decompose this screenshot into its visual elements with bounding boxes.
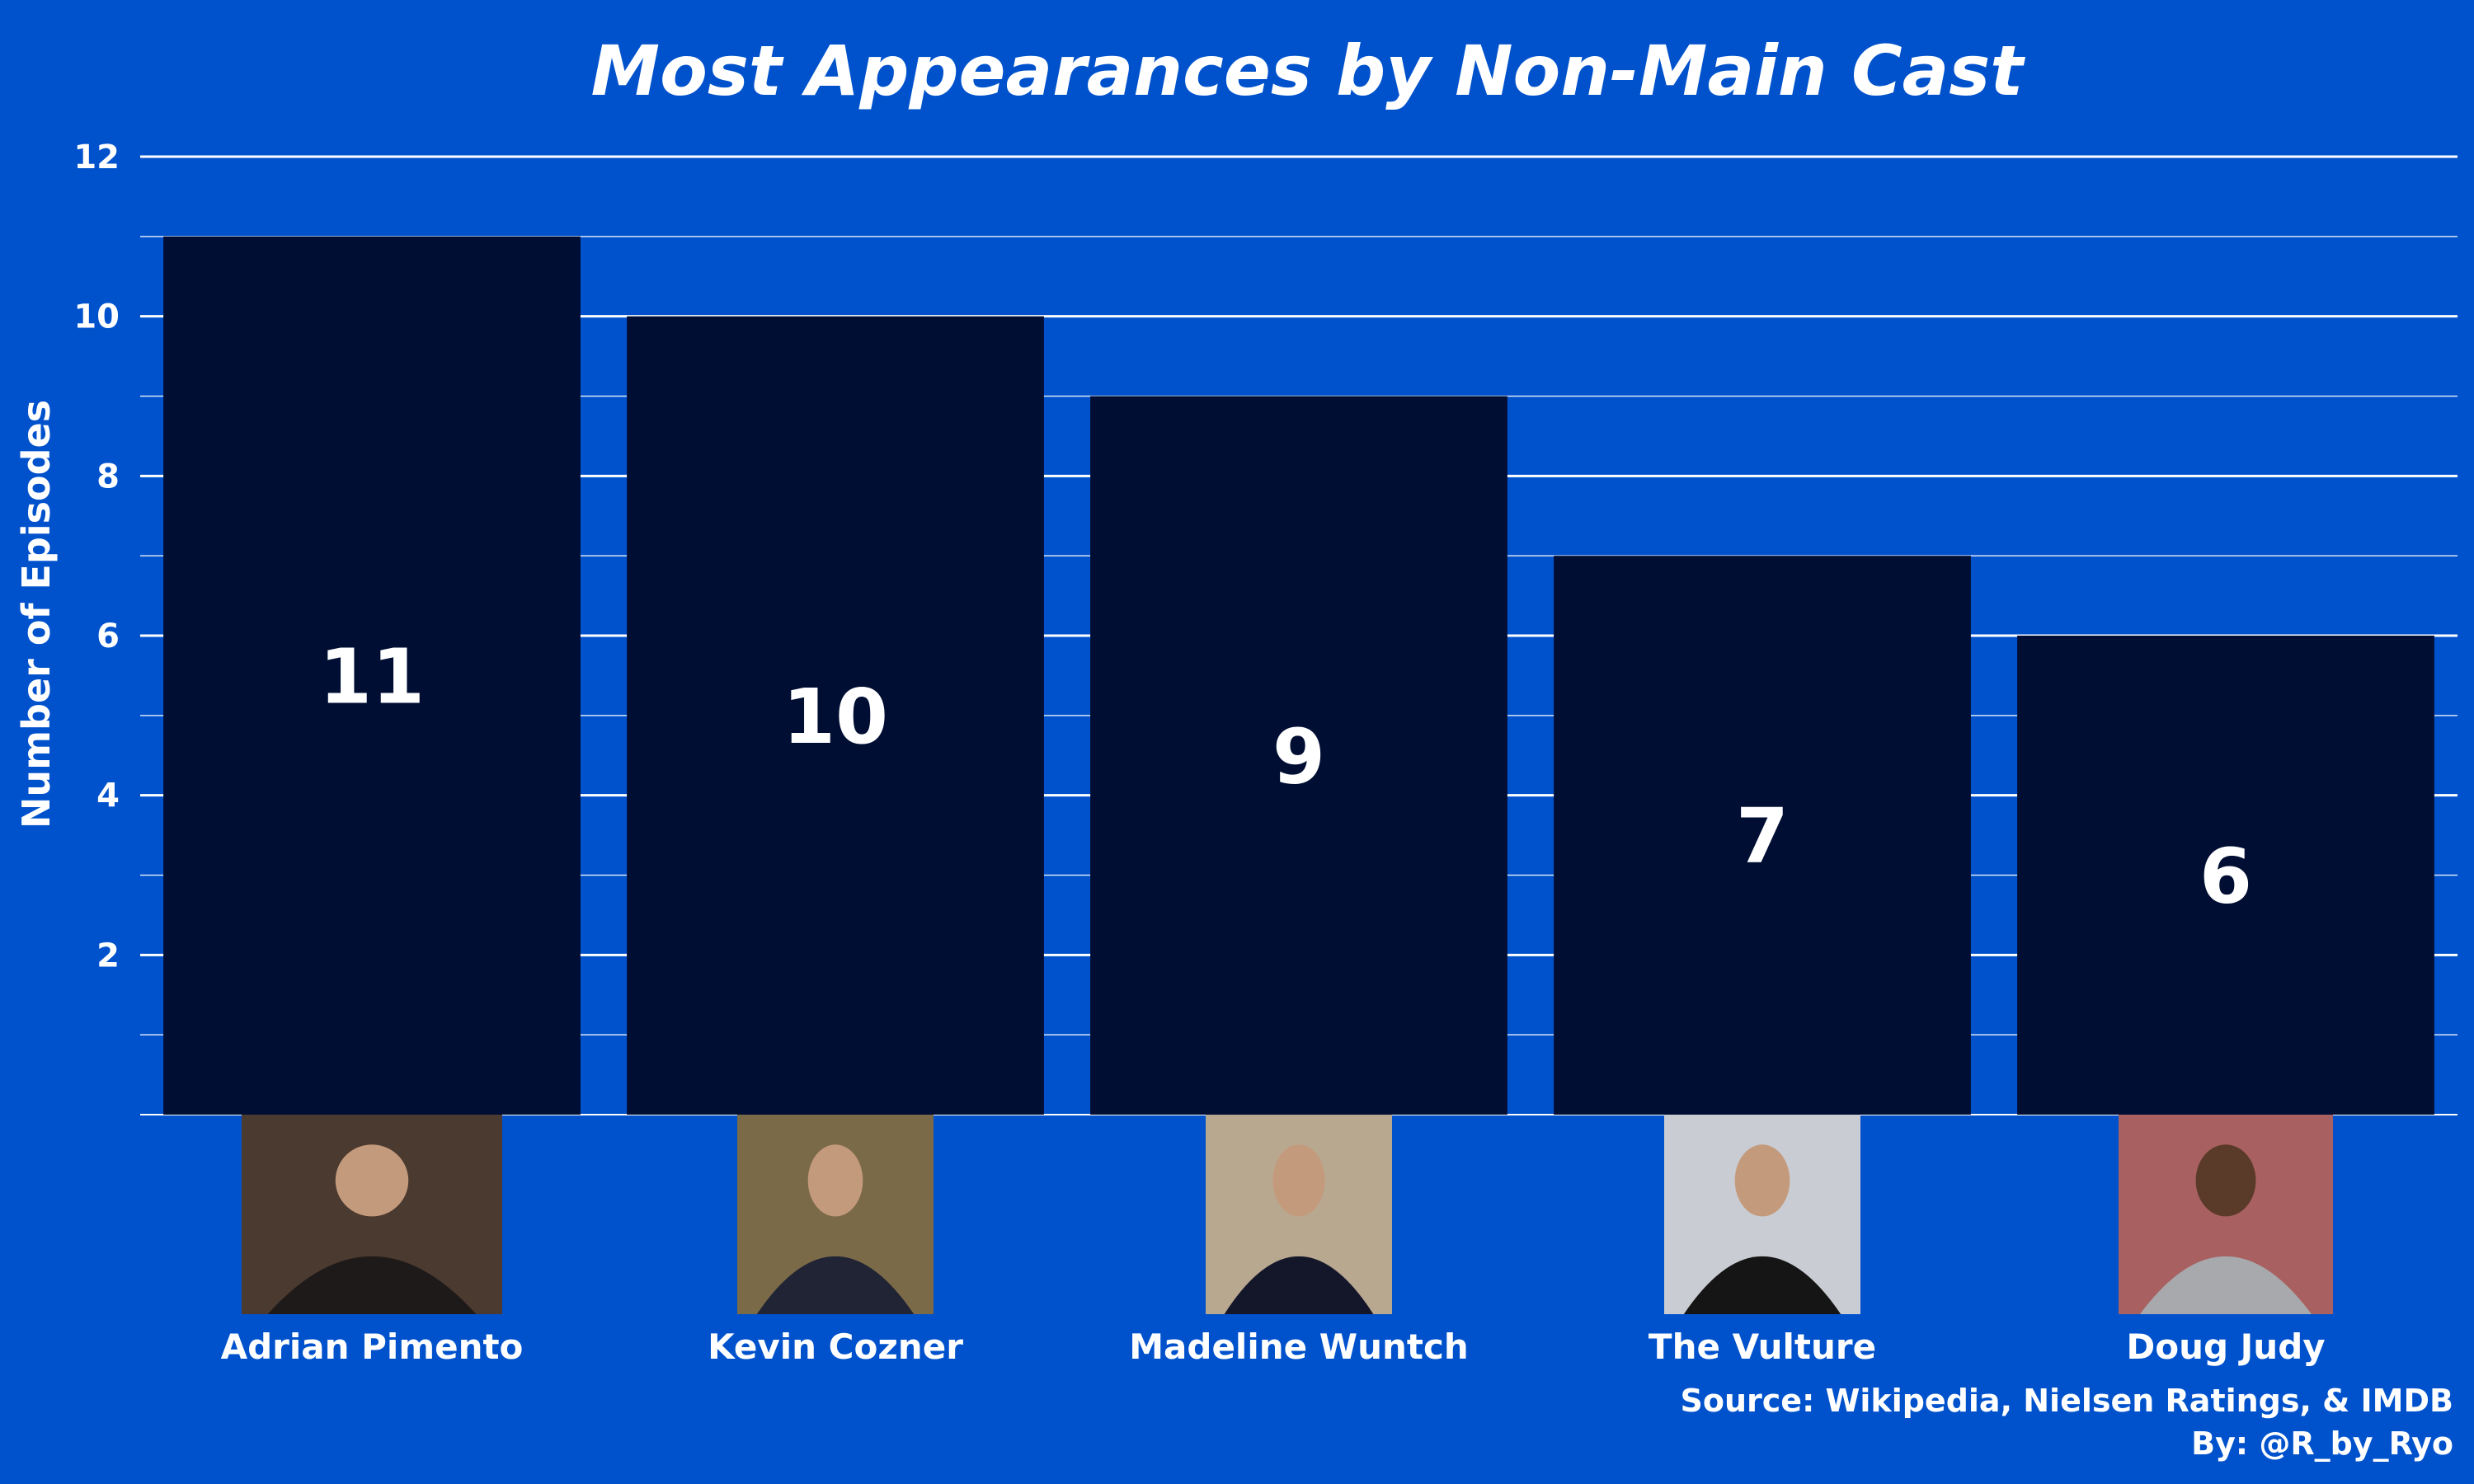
- photo-body: [267, 1256, 477, 1314]
- bar: [163, 236, 581, 1115]
- y-tick-label: 4: [96, 777, 120, 815]
- photo-head: [2195, 1144, 2256, 1217]
- x-tick-label: Kevin Cozner: [708, 1327, 963, 1367]
- bars: [163, 236, 2434, 1115]
- data-label: 7: [1736, 792, 1789, 881]
- x-tick-label: The Vulture: [1649, 1327, 1876, 1367]
- cast-photo: [2119, 1115, 2333, 1314]
- photo-head: [1734, 1144, 1790, 1217]
- caption-source: Source: Wikipedia, Nielsen Ratings, & IM…: [1681, 1383, 2454, 1419]
- x-tick-label: Madeline Wuntch: [1129, 1327, 1469, 1367]
- photo-head: [807, 1144, 863, 1217]
- cast-photo: [1664, 1115, 1860, 1314]
- cast-photo: [242, 1115, 502, 1314]
- bar: [627, 316, 1044, 1115]
- x-tick-label: Doug Judy: [2126, 1327, 2325, 1367]
- y-tick-label: 10: [73, 298, 120, 336]
- photo-head: [335, 1144, 409, 1217]
- y-tick-label: 6: [96, 618, 120, 655]
- data-label: 11: [319, 632, 425, 721]
- chart-title: Most Appearances by Non-Main Cast: [591, 31, 2026, 111]
- data-label: 10: [783, 673, 888, 761]
- bar: [1554, 556, 1971, 1115]
- cast-photo: [1206, 1115, 1392, 1314]
- y-tick-label: 12: [73, 139, 120, 176]
- y-axis-label: Number of Episodes: [14, 400, 59, 829]
- bar: [1090, 396, 1507, 1115]
- data-label: 6: [2199, 833, 2252, 921]
- caption-author: By: @R_by_Ryo: [2191, 1425, 2453, 1462]
- photo-body: [2140, 1256, 2312, 1314]
- cast-photos: [242, 1115, 2333, 1314]
- photo-body: [1683, 1256, 1841, 1314]
- x-tick-label: Adrian Pimento: [221, 1327, 524, 1367]
- bar: [2017, 636, 2434, 1115]
- data-labels: 11 10 9 7 6: [319, 632, 2252, 920]
- x-tick-labels: Adrian Pimento Kevin Cozner Madeline Wuntc…: [221, 1327, 2326, 1367]
- y-tick-label: 8: [96, 458, 120, 495]
- photo-body: [1224, 1256, 1374, 1314]
- photo-body: [756, 1256, 915, 1314]
- y-tick-labels: 2 4 6 8 10 12: [73, 139, 120, 974]
- data-label: 9: [1272, 712, 1325, 801]
- cast-photo: [737, 1115, 934, 1314]
- photo-head: [1272, 1144, 1325, 1217]
- y-tick-label: 2: [96, 937, 120, 974]
